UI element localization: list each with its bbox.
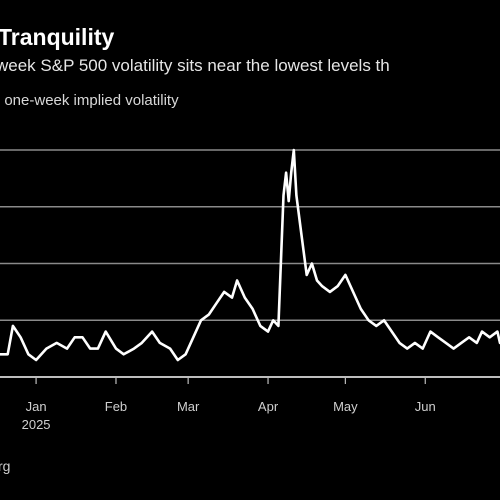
- source-note: rg: [0, 458, 11, 474]
- series-line: [0, 148, 500, 362]
- gridlines: [0, 149, 500, 378]
- x-tick-label: Jan: [26, 399, 47, 414]
- x-tick-label: Apr: [258, 399, 279, 414]
- chart-subtitle: week S&P 500 volatility sits near the lo…: [0, 56, 390, 75]
- x-axis: Jan 2025 Feb Mar Apr May Jun: [22, 377, 436, 432]
- x-tick-sublabel: 2025: [22, 417, 51, 432]
- x-tick-label: May: [333, 399, 358, 414]
- x-tick-label: Jun: [415, 399, 436, 414]
- legend-label: : one-week implied volatility: [0, 92, 179, 109]
- x-tick-label: Feb: [105, 399, 127, 414]
- series-layer: [0, 148, 500, 362]
- chart-title: Tranquility: [0, 24, 115, 50]
- x-tick-label: Mar: [177, 399, 200, 414]
